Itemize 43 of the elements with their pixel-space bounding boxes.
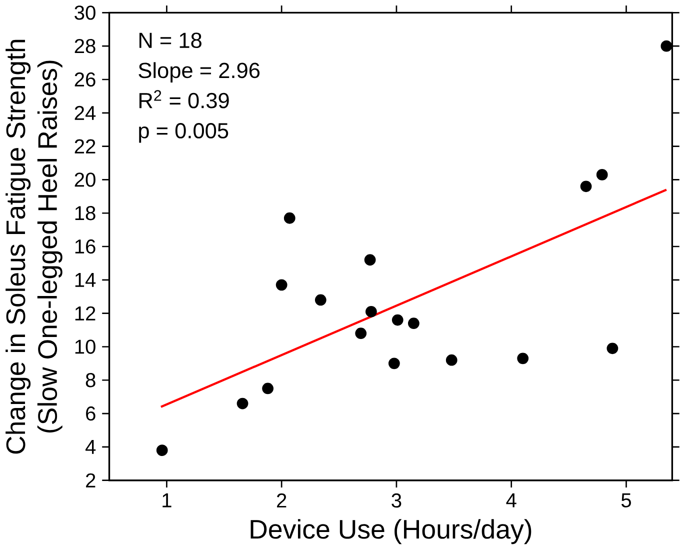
y-tick-label: 14 — [75, 273, 96, 287]
point — [364, 254, 376, 266]
point — [596, 169, 608, 181]
annotation: Slope = 2.96 — [138, 62, 260, 83]
annotation: R$^{2}$ = 0.39 — [139, 90, 229, 108]
annotation: N = 18 — [139, 32, 202, 48]
x-tick-label: 2 — [276, 494, 286, 508]
y-axis-title: Change in Soleus Fatigue Strength (Slow One-legged Heel Raises) — [6, 40, 62, 454]
point — [408, 318, 420, 330]
x-tick-label: 1 — [162, 494, 172, 508]
x-tick-label: 3 — [392, 494, 402, 508]
y-tick-label: 22 — [74, 139, 96, 154]
y-tick-label: 10 — [75, 340, 96, 354]
x-axis-title: Device Use (Hours/day) — [250, 519, 532, 544]
y-tick-label: 2 — [86, 474, 96, 488]
y-tick-label: 30 — [74, 6, 96, 20]
point — [517, 352, 529, 364]
point — [366, 306, 377, 318]
x-tick-label: 5 — [621, 494, 631, 508]
y-tick-label: 8 — [86, 373, 96, 388]
point — [392, 314, 404, 326]
point — [446, 354, 458, 366]
x-tick-label: 4 — [506, 494, 516, 508]
point — [262, 382, 274, 394]
point — [355, 328, 367, 340]
y-tick-label: 6 — [86, 406, 96, 421]
y-tick-label: 20 — [74, 172, 96, 187]
point — [236, 398, 248, 410]
point — [314, 294, 326, 306]
y-tick-label: 28 — [74, 39, 96, 54]
point — [606, 342, 618, 354]
y-tick-label: 18 — [75, 206, 96, 220]
y-tick-label: 12 — [75, 306, 96, 320]
point — [156, 444, 168, 456]
y-tick-label: 24 — [74, 106, 96, 120]
annotation: p = 0.005 — [139, 123, 228, 143]
point — [284, 212, 296, 224]
point — [388, 358, 400, 370]
point — [580, 180, 592, 192]
y-tick-label: 16 — [75, 240, 96, 254]
y-tick-label: 4 — [86, 440, 96, 454]
point — [276, 279, 288, 291]
y-tick-label: 26 — [74, 72, 96, 87]
